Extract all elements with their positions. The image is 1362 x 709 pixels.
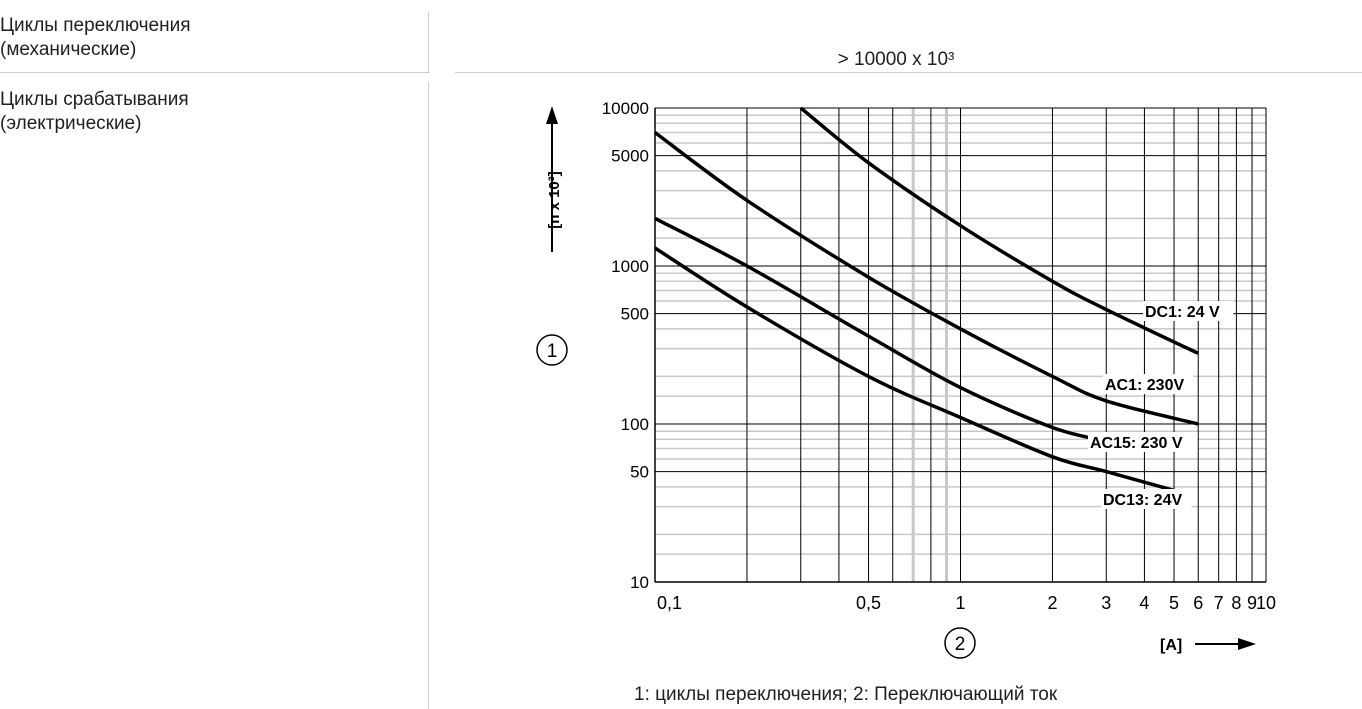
series-label: DC1: 24 V [1145, 304, 1220, 321]
column-divider-bottom [428, 82, 429, 709]
x-axis-marker-label: 2 [955, 634, 966, 655]
y-tick-label: 500 [621, 305, 649, 324]
x-tick-labels: 0,1 0,5 1 2 3 4 5 6 7 8 910 [657, 593, 1276, 613]
y-tick-label: 10 [630, 573, 649, 592]
y-axis-arrow-head [546, 106, 558, 124]
x-tick-label: 7 [1214, 593, 1224, 613]
x-tick-label: 0,5 [856, 593, 881, 613]
y-tick-label: 5000 [611, 147, 649, 166]
series-line-0 [799, 106, 1199, 355]
x-tick-label: 2 [1047, 593, 1057, 613]
row-label-mechanical-line1: Циклы переключения [0, 15, 191, 36]
x-axis-marker-circle [944, 627, 976, 659]
series-label-bg [1103, 374, 1194, 394]
mechanical-cycles-value: > 10000 x 10³ [837, 49, 955, 70]
x-tick-label: 9 [1247, 593, 1257, 613]
series-label-bg [1088, 432, 1198, 452]
chart-curves [653, 106, 1199, 493]
row-label-mechanical: Циклы переключения (механические) [0, 14, 430, 62]
row-divider-left [0, 72, 430, 73]
x-tick-label: 10 [1256, 593, 1276, 613]
series-line-3 [654, 246, 1175, 493]
x-tick-label: 1 [955, 593, 965, 613]
x-axis-label: [A] [1160, 637, 1182, 654]
x-axis-arrow-head [1238, 638, 1256, 650]
series-label-bg [1143, 301, 1234, 321]
x-tick-label: 0,1 [657, 593, 682, 613]
row-label-electrical: Циклы срабатывания (электрические) [0, 88, 430, 136]
series-line-2 [654, 216, 1107, 443]
x-tick-label: 3 [1101, 593, 1111, 613]
y-axis-label: [n x 10³] [546, 171, 563, 229]
y-tick-labels: 10000 5000 1000 500 100 50 10 [602, 99, 649, 592]
y-axis-marker-label: 1 [547, 341, 558, 362]
chart-series-labels: DC1: 24 V AC1: 230V AC15: 230 V DC13: 24V [1088, 301, 1234, 509]
row-label-mechanical-line2: (механические) [0, 39, 137, 60]
row-label-electrical-line1: Циклы срабатывания [0, 89, 189, 110]
series-label: AC1: 230V [1105, 377, 1184, 394]
y-tick-label: 100 [621, 415, 649, 434]
x-tick-label: 8 [1231, 593, 1241, 613]
y-tick-label: 50 [630, 463, 649, 482]
x-tick-label: 4 [1139, 593, 1149, 613]
y-tick-label: 1000 [611, 257, 649, 276]
column-divider-top [428, 12, 429, 72]
series-label: DC13: 24V [1103, 492, 1182, 509]
series-label: AC15: 230 V [1090, 435, 1183, 452]
x-tick-label: 6 [1193, 593, 1203, 613]
chart-grid [654, 107, 1267, 583]
series-line-1 [653, 131, 1199, 426]
row-label-electrical-line2: (электрические) [0, 113, 142, 134]
series-label-bg [1101, 489, 1192, 509]
row-divider-right [455, 72, 1362, 73]
chart-caption: 1: циклы переключения; 2: Переключающий … [634, 684, 1058, 705]
y-tick-label: 10000 [602, 99, 649, 118]
x-tick-label: 5 [1169, 593, 1179, 613]
y-axis-marker-circle [536, 334, 568, 366]
